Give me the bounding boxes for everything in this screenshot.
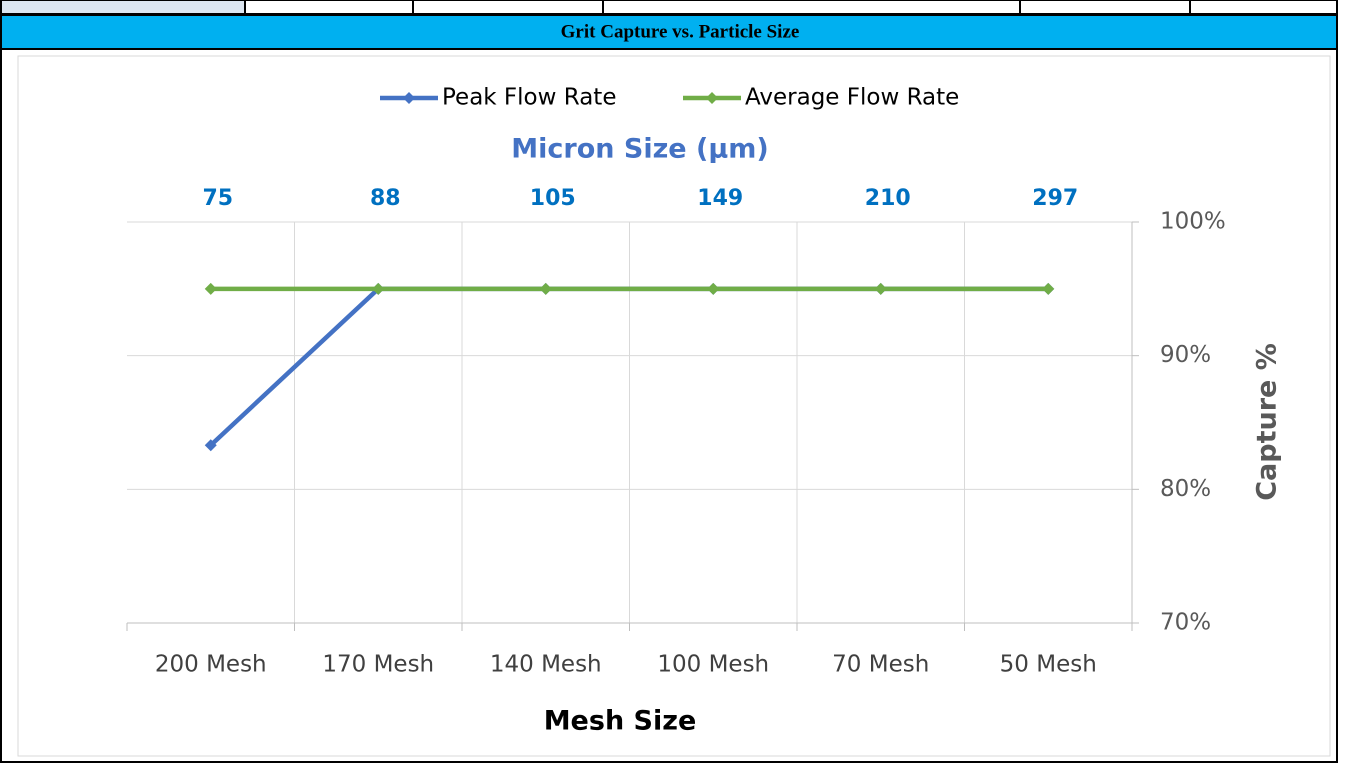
- x-axis-title: Mesh Size: [544, 706, 697, 737]
- y-axis-title: Capture %: [1252, 343, 1283, 501]
- top-tick-label: 105: [530, 186, 576, 211]
- marker: [539, 282, 552, 295]
- y-tick-label: 100%: [1160, 209, 1226, 235]
- marker: [204, 439, 217, 452]
- x-tick-label: 140 Mesh: [490, 652, 602, 678]
- chart-frame: [17, 55, 1331, 757]
- top-tick-label: 210: [865, 186, 911, 211]
- x-tick-label: 200 Mesh: [155, 652, 267, 678]
- legend-label: Peak Flow Rate: [442, 85, 616, 111]
- top-tick-label: 149: [697, 186, 743, 211]
- x-tick-label: 170 Mesh: [322, 652, 434, 678]
- cell-borders: [244, 0, 1191, 14]
- marker: [707, 282, 720, 295]
- x-tick-label: 100 Mesh: [657, 652, 769, 678]
- marker: [204, 282, 217, 295]
- marker: [1042, 282, 1055, 295]
- top-tick-label: 297: [1032, 186, 1078, 211]
- top-tick-label: 88: [370, 186, 401, 211]
- y-tick-label: 80%: [1160, 476, 1211, 502]
- header-cell: [0, 0, 245, 14]
- legend-marker: [403, 92, 415, 104]
- marker: [874, 282, 887, 295]
- chart-title: Grit Capture vs. Particle Size: [561, 21, 800, 42]
- x-tick-label: 50 Mesh: [1000, 652, 1097, 678]
- legend-marker: [706, 92, 718, 104]
- top-tick-label: 75: [202, 186, 233, 211]
- x-tick-label: 70 Mesh: [832, 652, 929, 678]
- y-tick-label: 70%: [1160, 610, 1211, 636]
- legend-label: Average Flow Rate: [745, 85, 959, 111]
- marker: [372, 282, 385, 295]
- y-tick-label: 90%: [1160, 342, 1211, 368]
- top-axis-title: Micron Size (µm): [511, 134, 768, 165]
- title-bar: [0, 14, 1338, 50]
